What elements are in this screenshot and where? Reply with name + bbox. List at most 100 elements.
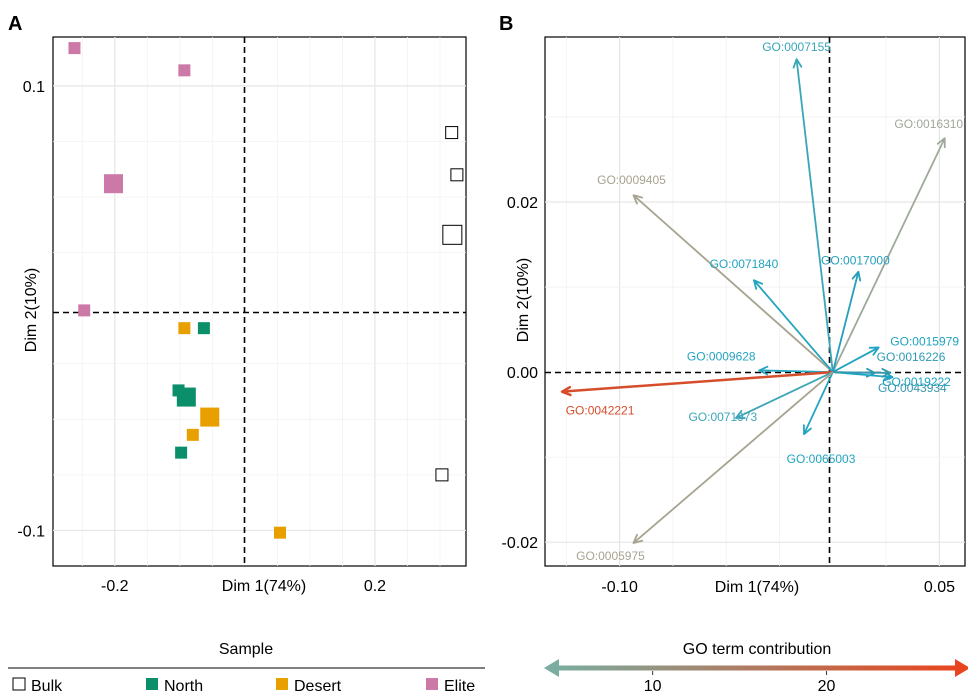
arrow-shaft xyxy=(832,137,946,373)
y-tick-label: 0.1 xyxy=(23,79,45,96)
sample-legend: Sample Bulk North Desert Elite xyxy=(8,641,485,694)
sample-legend-title: Sample xyxy=(219,641,273,658)
arrow-label: GO:0017000 xyxy=(821,254,890,268)
point-north xyxy=(176,387,196,407)
colorbar-band xyxy=(557,665,957,671)
point-desert xyxy=(200,407,220,427)
arrow-head xyxy=(936,137,946,149)
arrow-shaft xyxy=(561,370,833,393)
point-north xyxy=(197,322,210,335)
arrow-head xyxy=(792,58,803,69)
arrow-label: GO:0071840 xyxy=(710,257,779,271)
arrow-go-0016310 xyxy=(832,137,946,373)
panel-a-frame xyxy=(52,36,467,567)
arrow-go-0007155 xyxy=(792,58,834,373)
arrow-go-0042221 xyxy=(560,370,833,397)
arrow-go-0043934 xyxy=(832,368,892,378)
legend-label-bulk: Bulk xyxy=(31,678,63,694)
point-bulk xyxy=(445,126,459,140)
arrow-head xyxy=(632,194,644,205)
arrow-go-0015979 xyxy=(832,346,880,373)
panel-a-ticks: -0.2 0.2 -0.1 0.1 xyxy=(17,79,386,595)
panel-b-frame xyxy=(544,36,966,567)
arrow-shaft xyxy=(632,194,834,373)
legend-key-elite xyxy=(426,678,438,690)
arrow-shaft xyxy=(753,279,834,373)
legend-label-desert: Desert xyxy=(294,678,342,694)
arrow-label: GO:0016310 xyxy=(894,117,963,131)
arrow-label: GO:0065003 xyxy=(787,452,856,466)
arrow-shaft xyxy=(803,371,834,435)
arrow-go-0071973 xyxy=(734,371,834,419)
arrow-head xyxy=(851,270,862,282)
x-tick-label: -0.2 xyxy=(101,578,129,595)
contribution-colorbar: 10 20 xyxy=(544,659,968,694)
arrow-head xyxy=(868,346,880,356)
colorbar-tick-label: 20 xyxy=(818,678,836,694)
arrow-shaft xyxy=(832,371,891,374)
arrow-label: GO:0019222 xyxy=(882,375,951,389)
arrow-head xyxy=(560,385,572,397)
legend-key-desert xyxy=(276,678,288,690)
arrow-go-0071840 xyxy=(753,279,834,373)
y-tick-label: -0.02 xyxy=(502,535,539,552)
x-tick-label: -0.10 xyxy=(601,579,638,596)
panel-b-grid xyxy=(545,37,965,566)
legend-label-elite: Elite xyxy=(444,678,475,694)
panel-b-arrow-labels: GO:0007155 GO:0016310 GO:0009405 GO:0017000… xyxy=(566,40,964,563)
contribution-legend-title: GO term contribution xyxy=(683,641,832,658)
x-tick-label: 0.2 xyxy=(364,578,386,595)
colorbar-tick-label: 10 xyxy=(644,678,662,694)
arrow-shaft xyxy=(632,371,834,544)
colorbar-arrow-left xyxy=(544,659,559,677)
arrow-head xyxy=(758,365,769,376)
colorbar-arrow-right xyxy=(955,659,968,677)
arrow-label: GO:0016226 xyxy=(877,350,946,364)
arrow-label: GO:0009405 xyxy=(597,173,666,187)
panel-a-ylabel: Dim 2(10%) xyxy=(23,268,40,352)
sample-legend-items: Bulk North Desert Elite xyxy=(12,677,475,694)
panel-a-label: A xyxy=(8,13,22,35)
legend-key-north xyxy=(146,678,158,690)
arrow-head xyxy=(802,424,812,436)
arrow-go-0017000 xyxy=(831,270,862,373)
arrow-head xyxy=(734,410,746,419)
point-elite xyxy=(178,64,191,77)
arrow-label: GO:0015979 xyxy=(890,334,959,348)
legend-label-north: North xyxy=(164,678,203,694)
arrow-go-0065003 xyxy=(802,371,834,436)
panel-a-grid xyxy=(53,37,466,566)
arrow-label: GO:0043934 xyxy=(878,381,947,395)
panel-b-ylabel: Dim 2(10%) xyxy=(515,258,532,342)
y-tick-label: 0.02 xyxy=(507,195,538,212)
contribution-legend: GO term contribution 10 20 xyxy=(544,641,968,694)
arrow-shaft xyxy=(832,346,880,373)
arrow-head xyxy=(881,368,892,378)
arrow-label: GO:0071973 xyxy=(688,410,757,424)
point-elite xyxy=(78,304,91,317)
arrow-shaft xyxy=(795,59,834,373)
arrow-label: GO:0009628 xyxy=(687,349,756,363)
arrow-shaft xyxy=(735,371,834,419)
arrow-shaft xyxy=(831,271,860,373)
point-bulk xyxy=(450,168,464,182)
panel-a: A -0.2 0.2 -0.1 0.1 Dim 1(74%) Dim 2(10%) xyxy=(8,13,467,595)
point-bulk xyxy=(442,224,463,245)
y-tick-label: -0.1 xyxy=(17,523,45,540)
arrow-go-0009405 xyxy=(632,194,834,373)
arrow-label: GO:0042221 xyxy=(566,404,635,418)
arrow-label: GO:0005975 xyxy=(576,549,645,563)
panel-a-xlabel: Dim 1(74%) xyxy=(222,578,306,595)
panel-b-label: B xyxy=(499,13,513,35)
point-desert xyxy=(178,322,191,335)
legend-key-bulk xyxy=(12,677,26,691)
point-north xyxy=(175,446,188,459)
panel-b-ticks: -0.10 0.05 -0.02 0.00 0.02 xyxy=(502,195,956,596)
arrow-label: GO:0007155 xyxy=(762,40,831,54)
point-elite xyxy=(103,174,123,194)
arrow-head xyxy=(632,533,644,544)
point-desert xyxy=(186,428,199,441)
x-tick-label: 0.05 xyxy=(924,579,955,596)
panel-b-arrows xyxy=(560,58,946,544)
